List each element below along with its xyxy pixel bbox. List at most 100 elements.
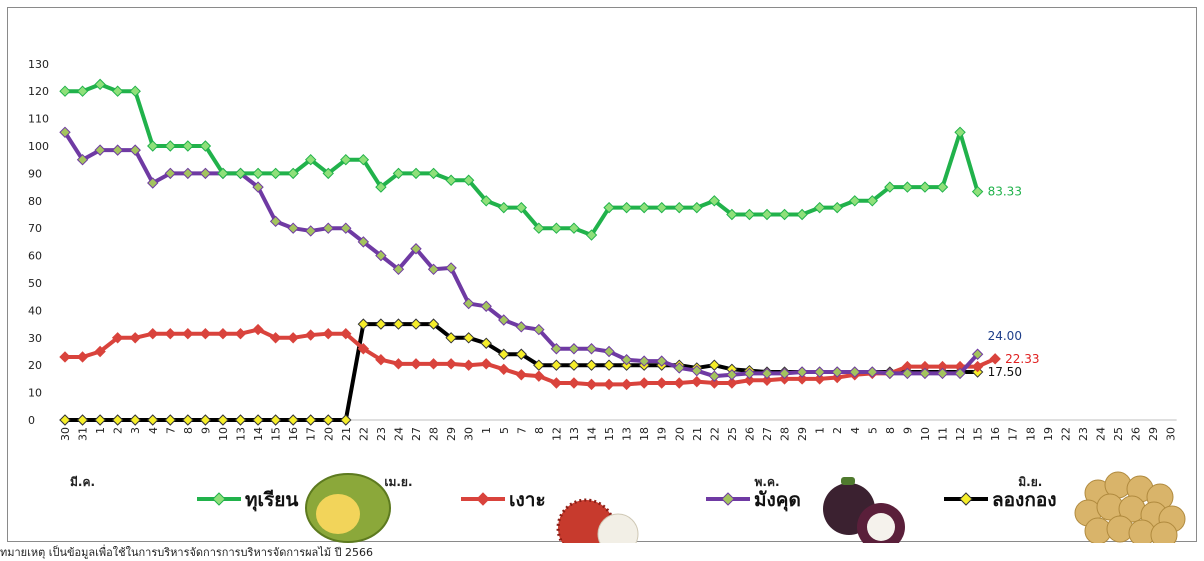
x-tick-label: 10 — [217, 427, 230, 441]
mangosteen-flesh — [867, 513, 895, 541]
x-tick-label: 22 — [708, 427, 721, 441]
legend-marker — [212, 492, 226, 506]
data-point — [673, 362, 685, 374]
longkong-fruit — [1150, 521, 1178, 543]
data-point — [971, 348, 984, 360]
data-point — [796, 373, 808, 385]
data-point — [550, 359, 563, 371]
x-tick-label: 29 — [1147, 427, 1160, 441]
data-point — [603, 359, 615, 371]
data-point — [901, 367, 914, 380]
data-point — [427, 358, 440, 370]
x-tick-label: 1 — [94, 427, 107, 434]
data-point — [831, 201, 843, 214]
x-tick-label: 20 — [673, 427, 686, 441]
data-point — [796, 208, 808, 221]
x-tick-label: 19 — [656, 427, 669, 441]
data-point — [691, 375, 703, 388]
x-tick-label: 25 — [726, 427, 739, 441]
data-point — [884, 181, 896, 193]
x-tick-label: 19 — [1042, 427, 1055, 441]
data-point — [59, 414, 71, 426]
x-tick-label: 17 — [1007, 427, 1020, 441]
x-tick-label: 3 — [129, 427, 142, 434]
longkong-image — [1074, 471, 1186, 543]
x-tick-label: 15 — [972, 427, 985, 441]
data-point — [340, 153, 352, 166]
x-tick-label: 27 — [410, 427, 423, 441]
data-point — [111, 332, 124, 344]
data-point — [568, 343, 580, 355]
data-point — [129, 332, 141, 344]
data-point — [462, 174, 475, 186]
data-point — [76, 153, 89, 166]
data-point — [655, 377, 668, 389]
data-point — [533, 370, 545, 382]
data-point — [427, 263, 440, 276]
mangosteen-image — [823, 477, 905, 543]
data-point — [462, 332, 475, 344]
x-tick-label: 4 — [147, 427, 160, 434]
data-point — [498, 314, 510, 326]
durian-flesh — [316, 494, 360, 534]
x-tick-label: 24 — [392, 427, 405, 441]
legend-label: มังคุด — [754, 489, 801, 512]
data-point — [515, 201, 528, 214]
data-point — [357, 236, 370, 248]
data-point — [462, 359, 475, 371]
data-point — [252, 414, 264, 426]
data-point — [340, 327, 352, 340]
data-point — [182, 414, 194, 426]
data-point — [304, 329, 317, 341]
data-point — [726, 208, 738, 221]
x-tick-label: 5 — [498, 427, 511, 434]
data-point — [550, 222, 563, 234]
series-group: 83.33 22.33 24.00 17.50 — [59, 78, 1040, 426]
legend-label: ลองกอง — [992, 489, 1057, 511]
rambutan-image — [556, 498, 639, 543]
data-point — [901, 181, 914, 193]
data-point — [322, 327, 334, 340]
data-point — [673, 201, 685, 214]
data-point — [989, 353, 1001, 365]
month-label: พ.ค. — [754, 475, 779, 489]
data-point — [217, 167, 229, 180]
data-point — [568, 222, 580, 234]
data-point — [111, 144, 124, 156]
data-point — [304, 414, 317, 426]
y-tick-label: 120 — [28, 85, 49, 98]
x-tick-label: 8 — [182, 427, 195, 434]
data-point — [550, 377, 563, 389]
longkong-fruit — [1106, 515, 1134, 543]
data-point — [831, 366, 843, 378]
data-point — [357, 318, 370, 330]
data-point — [252, 323, 264, 336]
x-tick-label: 15 — [270, 427, 283, 441]
x-tick-label: 4 — [849, 427, 862, 434]
x-tick-label: 29 — [445, 427, 458, 441]
y-tick-label: 100 — [28, 140, 49, 153]
data-point — [199, 167, 212, 180]
data-point — [498, 348, 510, 360]
x-tick-label: 13 — [568, 427, 581, 441]
data-point — [392, 318, 405, 330]
data-point — [796, 366, 808, 378]
chart-frame: 0 10 20 30 40 50 60 70 80 90 100 110 120 130 30 31 1 2 3 4 7… — [7, 7, 1197, 543]
x-tick-label: 24 — [1094, 427, 1107, 441]
data-point — [936, 181, 949, 193]
data-point — [866, 195, 879, 207]
data-point — [568, 377, 580, 389]
data-point — [252, 167, 264, 180]
data-point — [954, 367, 966, 380]
data-point — [655, 201, 668, 214]
legend: ทุเรียน เงาะ มังคุด ลองกอง — [197, 471, 1186, 543]
data-point — [480, 358, 492, 370]
y-tick-label: 0 — [28, 414, 35, 427]
data-point — [392, 358, 405, 370]
x-tick-label: 21 — [340, 427, 353, 441]
x-tick-label: 13 — [235, 427, 248, 441]
data-point — [445, 358, 457, 370]
data-point — [498, 363, 510, 376]
data-point — [445, 262, 457, 274]
data-point — [234, 414, 247, 426]
